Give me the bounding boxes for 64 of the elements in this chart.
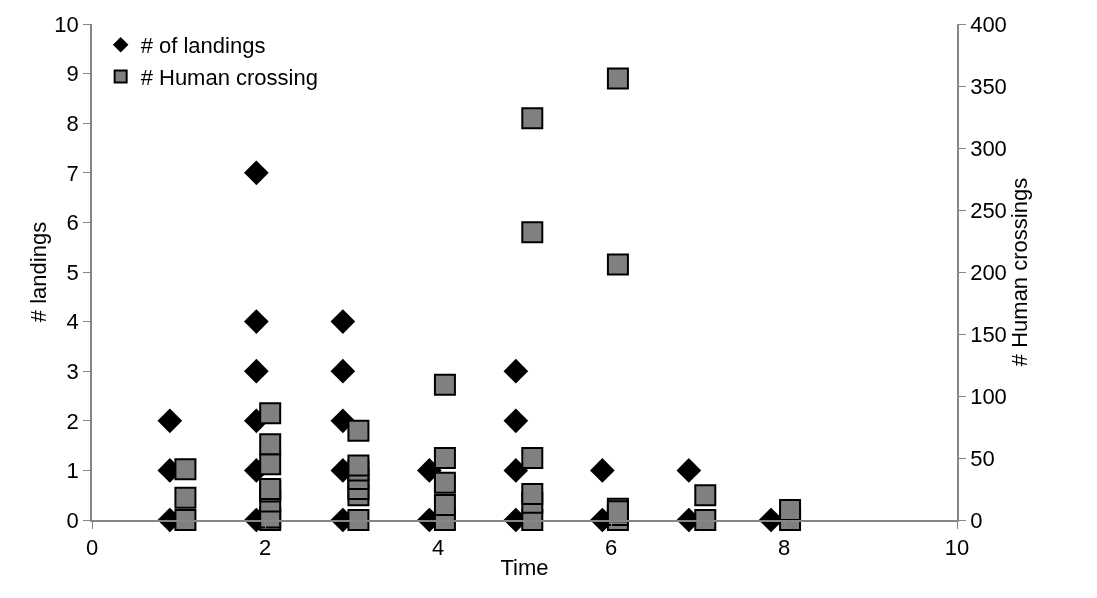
point	[433, 373, 456, 396]
point	[503, 358, 529, 384]
y2-tick-label: 50	[970, 445, 995, 471]
point	[590, 458, 615, 483]
point	[347, 454, 370, 477]
point	[347, 509, 370, 531]
y-tick-label: 6	[66, 210, 79, 236]
y2-tick-label: 400	[970, 11, 1007, 37]
point	[259, 402, 282, 425]
point	[521, 482, 544, 505]
y2-tick-label: 250	[970, 197, 1007, 223]
x-tick-label: 4	[431, 535, 445, 561]
point	[347, 419, 370, 442]
y2-tick-label: 350	[970, 73, 1007, 99]
legend-label: # Human crossing	[140, 64, 318, 90]
y-tick-label: 1	[66, 458, 79, 484]
point	[606, 67, 629, 90]
point	[174, 509, 197, 531]
point	[521, 107, 544, 130]
point	[433, 471, 456, 494]
y-tick-label: 9	[66, 61, 79, 87]
point	[330, 358, 356, 384]
point	[694, 484, 717, 507]
point	[521, 447, 544, 469]
point	[521, 221, 544, 244]
x-tick-label: 10	[944, 535, 970, 561]
y-tick-label: 10	[54, 11, 79, 37]
y2-axis-title: # Human crossings	[1007, 177, 1033, 367]
x-tick-label: 8	[777, 535, 791, 561]
point	[174, 458, 197, 481]
y2-tick-label: 100	[970, 383, 1007, 409]
y2-tick-label: 150	[970, 321, 1007, 347]
point	[433, 494, 456, 517]
point	[244, 160, 269, 186]
point	[244, 309, 269, 334]
point	[157, 408, 183, 434]
point	[174, 486, 197, 509]
y-tick-label: 0	[66, 507, 79, 533]
y-axis-title: # landings	[25, 221, 51, 323]
legend-label: # of landings	[140, 33, 266, 59]
point	[433, 447, 456, 469]
y-tick-label: 8	[66, 110, 79, 136]
point	[779, 499, 802, 522]
point	[694, 509, 717, 531]
x-tick-label: 2	[258, 535, 272, 561]
y-tick-label: 7	[66, 160, 79, 186]
point	[259, 433, 282, 456]
x-tick-label: 0	[85, 535, 99, 561]
y2-tick-label: 300	[970, 135, 1007, 161]
point	[606, 253, 629, 276]
point	[330, 309, 356, 334]
point	[503, 408, 529, 434]
y-tick-label: 3	[66, 358, 79, 384]
x-axis-title: Time	[500, 554, 549, 580]
point	[259, 453, 282, 476]
y-tick-label: 4	[66, 309, 79, 335]
x-tick-label: 6	[604, 535, 618, 561]
y-tick-label: 5	[66, 259, 79, 285]
y2-tick-label: 200	[970, 259, 1007, 285]
point	[244, 358, 269, 384]
y2-tick-label: 0	[970, 507, 983, 533]
y-tick-label: 2	[66, 408, 79, 434]
point	[503, 458, 529, 483]
point	[676, 458, 702, 483]
